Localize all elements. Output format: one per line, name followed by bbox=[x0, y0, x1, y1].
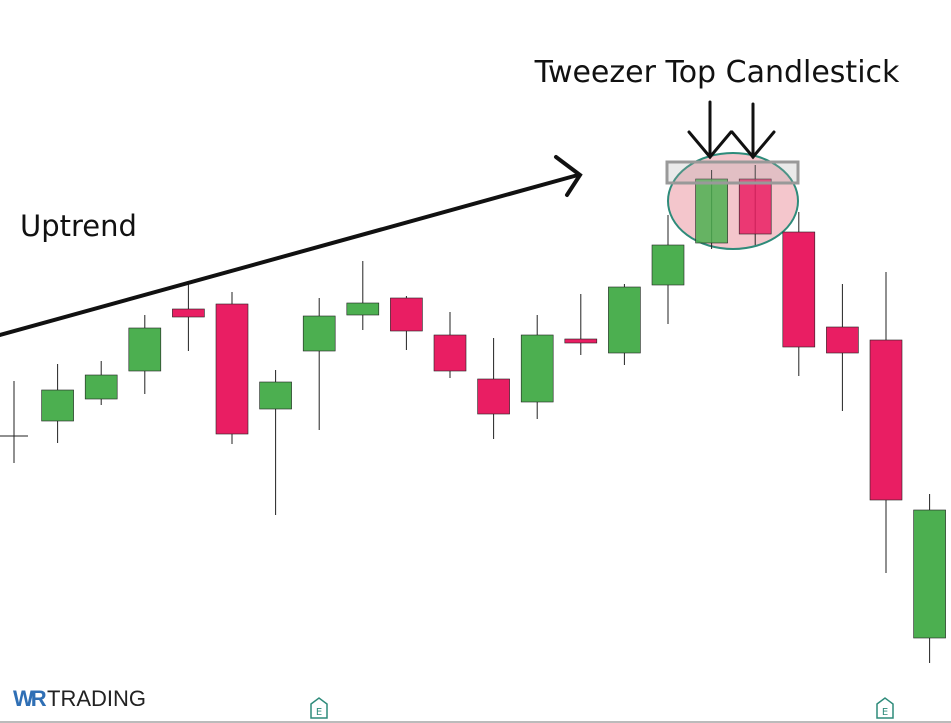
candle-body bbox=[215, 303, 249, 435]
candle-body bbox=[695, 178, 728, 244]
candle bbox=[84, 361, 118, 405]
candle-body bbox=[738, 178, 772, 235]
down-arrow-icon bbox=[730, 102, 776, 160]
candle-body bbox=[826, 326, 859, 354]
candle-body bbox=[782, 231, 816, 348]
down-arrow-icon bbox=[687, 100, 733, 160]
resistance-box bbox=[665, 160, 800, 185]
candle bbox=[651, 215, 685, 324]
candle bbox=[390, 296, 423, 350]
candle bbox=[128, 315, 162, 394]
candle-body bbox=[41, 389, 74, 422]
candle-body bbox=[84, 374, 118, 400]
candle bbox=[477, 338, 510, 439]
earnings-icon: E bbox=[310, 697, 328, 719]
brand-logo: WR TRADING bbox=[13, 686, 146, 711]
candle-body bbox=[302, 315, 336, 352]
candle bbox=[608, 284, 641, 365]
candle bbox=[520, 315, 554, 419]
candles-layer bbox=[0, 165, 946, 663]
candle-body bbox=[433, 334, 467, 372]
candle bbox=[215, 292, 249, 444]
candle bbox=[782, 212, 816, 376]
candle bbox=[564, 294, 598, 355]
candle-body bbox=[608, 286, 641, 354]
candle bbox=[869, 272, 903, 573]
candle bbox=[0, 381, 28, 463]
earnings-icon: E bbox=[876, 697, 894, 719]
earnings-marker-label: E bbox=[316, 707, 322, 718]
candle-body bbox=[477, 378, 510, 415]
uptrend-label: Uptrend bbox=[20, 209, 137, 243]
chart-title: Tweezer Top Candlestick bbox=[534, 55, 900, 90]
brand-logo-text: TRADING bbox=[47, 686, 146, 711]
candle-body bbox=[651, 244, 685, 286]
candle bbox=[259, 370, 292, 515]
earnings-marker-label: E bbox=[882, 707, 888, 718]
candle bbox=[738, 165, 772, 245]
candle bbox=[826, 284, 859, 411]
candle bbox=[41, 364, 74, 443]
candle-body bbox=[520, 334, 554, 403]
candle bbox=[172, 282, 205, 351]
candle bbox=[913, 494, 946, 663]
candle-body bbox=[128, 327, 162, 372]
candle bbox=[433, 312, 467, 378]
candle-body bbox=[564, 338, 598, 344]
uptrend-arrow bbox=[0, 155, 583, 337]
candle bbox=[346, 261, 380, 330]
candle-body bbox=[346, 302, 380, 316]
candle-body bbox=[913, 509, 946, 639]
candle-body bbox=[259, 381, 292, 410]
brand-logo-mark: WR bbox=[13, 686, 47, 711]
candle-body bbox=[390, 297, 423, 332]
candle-body bbox=[869, 339, 903, 501]
candle bbox=[302, 298, 336, 430]
candle-body bbox=[172, 308, 205, 318]
